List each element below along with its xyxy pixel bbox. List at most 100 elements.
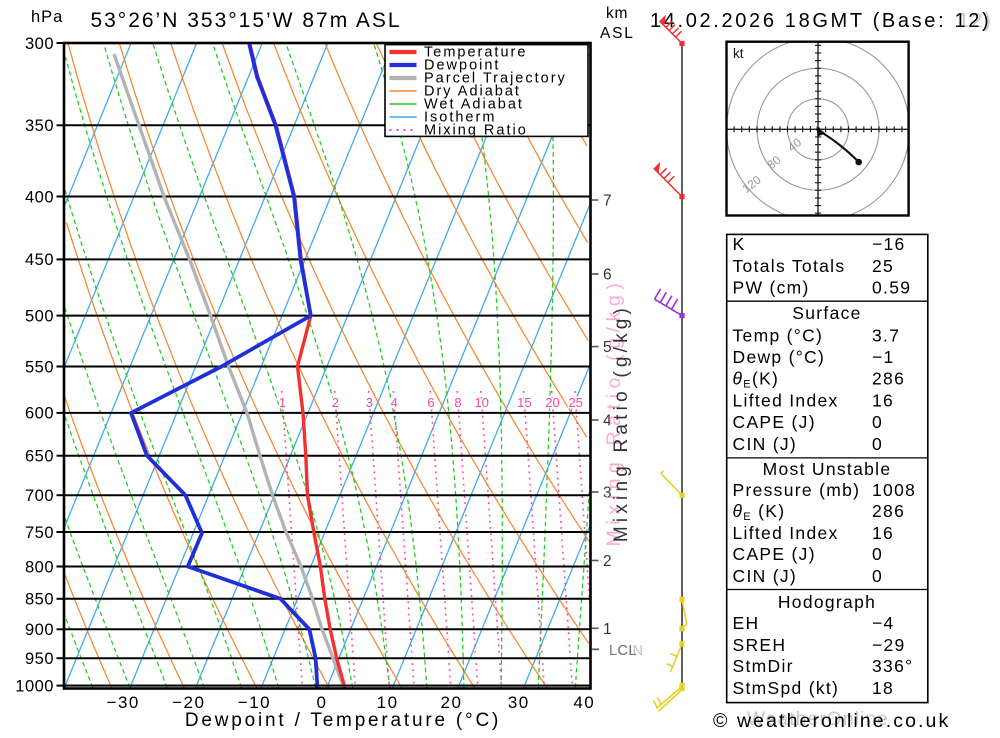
svg-text:1: 1 bbox=[603, 621, 612, 638]
svg-text:7: 7 bbox=[603, 193, 612, 210]
svg-text:700: 700 bbox=[25, 487, 54, 505]
svg-text:km: km bbox=[606, 5, 628, 22]
svg-text:EH: EH bbox=[733, 613, 760, 633]
svg-text:6: 6 bbox=[603, 267, 612, 284]
svg-text:30: 30 bbox=[508, 693, 530, 712]
svg-text:12): 12) bbox=[958, 10, 993, 32]
svg-text:8: 8 bbox=[454, 395, 461, 410]
svg-text:400: 400 bbox=[25, 188, 54, 206]
svg-text:© weatheronline.co.uk: © weatheronline.co.uk bbox=[713, 710, 950, 732]
svg-text:Lifted Index: Lifted Index bbox=[733, 390, 839, 410]
svg-text:SREH: SREH bbox=[733, 635, 787, 655]
svg-text:350: 350 bbox=[25, 117, 54, 135]
svg-text:Surface: Surface bbox=[792, 303, 861, 323]
svg-text:300: 300 bbox=[25, 35, 54, 53]
svg-text:−20: −20 bbox=[172, 693, 205, 712]
svg-text:0.59: 0.59 bbox=[872, 278, 911, 298]
svg-text:25: 25 bbox=[568, 395, 582, 410]
svg-text:450: 450 bbox=[25, 251, 54, 269]
svg-text:900: 900 bbox=[25, 621, 54, 639]
svg-text:5: 5 bbox=[603, 339, 612, 356]
svg-text:CAPE (J): CAPE (J) bbox=[733, 412, 816, 432]
svg-text:StmDir: StmDir bbox=[733, 656, 794, 676]
svg-text:650: 650 bbox=[25, 448, 54, 466]
svg-text:PW (cm): PW (cm) bbox=[733, 278, 810, 298]
svg-text:CAPE (J): CAPE (J) bbox=[733, 544, 816, 564]
svg-text:3: 3 bbox=[366, 395, 373, 410]
svg-text:53°26’N 353°15’W 87m ASL: 53°26’N 353°15’W 87m ASL bbox=[90, 9, 401, 32]
svg-text:hPa: hPa bbox=[31, 8, 63, 26]
svg-text:−1: −1 bbox=[872, 347, 895, 367]
svg-text:3: 3 bbox=[603, 485, 612, 502]
svg-text:−30: −30 bbox=[107, 693, 140, 712]
svg-text:850: 850 bbox=[25, 591, 54, 609]
svg-text:Parcel Trajectory: Parcel Trajectory bbox=[424, 71, 567, 87]
svg-text:1: 1 bbox=[279, 395, 286, 410]
svg-text:18: 18 bbox=[872, 678, 894, 698]
svg-text:286: 286 bbox=[872, 501, 905, 521]
svg-text:0: 0 bbox=[872, 566, 883, 586]
svg-text:336°: 336° bbox=[872, 656, 913, 676]
svg-text:Temp (°C): Temp (°C) bbox=[733, 325, 824, 345]
svg-text:Lifted Index: Lifted Index bbox=[733, 523, 839, 543]
svg-text:3.7: 3.7 bbox=[872, 325, 900, 345]
svg-text:θE(K): θE(K) bbox=[733, 369, 780, 391]
svg-text:K: K bbox=[733, 234, 746, 254]
svg-text:θE (K): θE (K) bbox=[733, 501, 786, 523]
svg-text:800: 800 bbox=[25, 558, 54, 576]
svg-text:10: 10 bbox=[474, 395, 488, 410]
svg-text:600: 600 bbox=[25, 405, 54, 423]
svg-text:kt: kt bbox=[733, 46, 744, 61]
svg-text:20: 20 bbox=[441, 693, 463, 712]
svg-text:1000: 1000 bbox=[15, 677, 54, 695]
svg-text:WeatherOnline: WeatherOnline bbox=[747, 709, 889, 730]
svg-text:2: 2 bbox=[603, 553, 612, 570]
svg-text:Dewp (°C): Dewp (°C) bbox=[733, 347, 826, 367]
svg-text:286: 286 bbox=[872, 369, 905, 389]
svg-text:550: 550 bbox=[25, 358, 54, 376]
svg-text:0: 0 bbox=[872, 544, 883, 564]
svg-text:4: 4 bbox=[391, 395, 398, 410]
svg-text:40: 40 bbox=[573, 693, 595, 712]
svg-text:10: 10 bbox=[377, 693, 399, 712]
svg-text:500: 500 bbox=[25, 307, 54, 325]
svg-text:Temperature: Temperature bbox=[424, 45, 527, 61]
svg-text:−4: −4 bbox=[872, 613, 895, 633]
svg-text:14.02.2026 18GMT (Base: 12): 14.02.2026 18GMT (Base: 12) bbox=[650, 10, 991, 32]
svg-text:16: 16 bbox=[872, 390, 894, 410]
svg-text:LCL: LCL bbox=[609, 643, 637, 659]
svg-text:Hodograph: Hodograph bbox=[778, 592, 876, 612]
svg-text:4: 4 bbox=[603, 413, 612, 430]
svg-text:CIN (J): CIN (J) bbox=[733, 566, 798, 586]
svg-text:Isotherm: Isotherm bbox=[424, 110, 496, 126]
svg-text:Dewpoint / Temperature (°C): Dewpoint / Temperature (°C) bbox=[185, 710, 501, 731]
svg-text:Mixing Ratio: Mixing Ratio bbox=[424, 123, 528, 139]
svg-text:−10: −10 bbox=[238, 693, 271, 712]
svg-text:Mixing Ratio (g/kg): Mixing Ratio (g/kg) bbox=[611, 304, 632, 542]
svg-text:Wet Adiabat: Wet Adiabat bbox=[424, 97, 524, 113]
svg-text:ASL: ASL bbox=[600, 25, 635, 42]
svg-text:Dry Adiabat: Dry Adiabat bbox=[424, 84, 521, 100]
svg-text:2: 2 bbox=[332, 395, 339, 410]
svg-text:Most Unstable: Most Unstable bbox=[763, 459, 892, 479]
svg-text:−29: −29 bbox=[872, 635, 906, 655]
svg-text:0: 0 bbox=[872, 434, 883, 454]
svg-text:950: 950 bbox=[25, 650, 54, 668]
svg-text:StmSpd (kt): StmSpd (kt) bbox=[733, 678, 840, 698]
svg-text:25: 25 bbox=[872, 256, 894, 276]
svg-text:20: 20 bbox=[545, 395, 559, 410]
svg-text:16: 16 bbox=[872, 523, 894, 543]
svg-text:−16: −16 bbox=[872, 234, 906, 254]
svg-text:Pressure (mb): Pressure (mb) bbox=[733, 480, 861, 500]
svg-text:1008: 1008 bbox=[872, 480, 916, 500]
svg-text:Dewpoint: Dewpoint bbox=[424, 58, 500, 74]
svg-text:CIN: CIN bbox=[617, 643, 643, 659]
svg-text:6: 6 bbox=[427, 395, 434, 410]
svg-text:Mixing Ratio (g/kg): Mixing Ratio (g/kg) bbox=[603, 278, 625, 547]
svg-text:15: 15 bbox=[517, 395, 531, 410]
svg-text:Totals Totals: Totals Totals bbox=[733, 256, 846, 276]
svg-text:CIN (J): CIN (J) bbox=[733, 434, 798, 454]
svg-text:0: 0 bbox=[872, 412, 883, 432]
svg-text:0: 0 bbox=[317, 693, 328, 712]
svg-text:750: 750 bbox=[25, 524, 54, 542]
